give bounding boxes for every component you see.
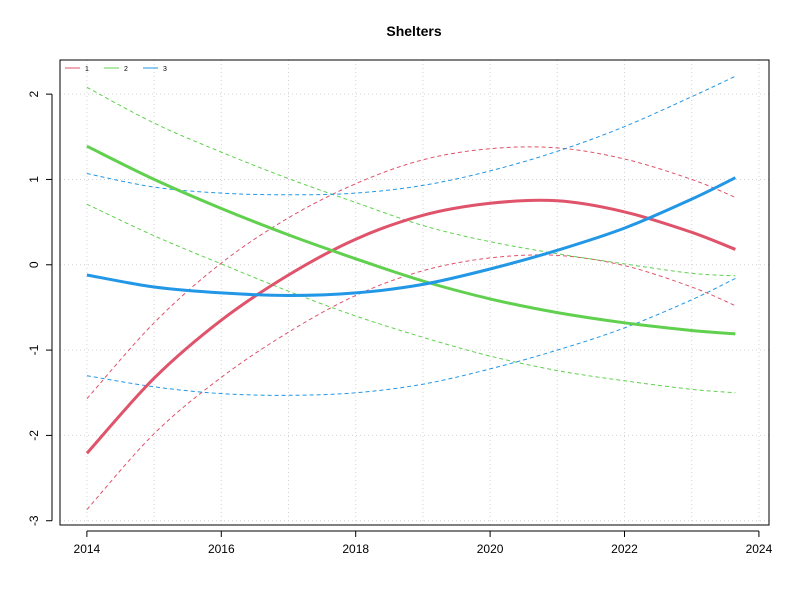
legend-label-1: 1 bbox=[85, 66, 89, 73]
chart-title: Shelters bbox=[386, 23, 441, 39]
series-2-lower-band bbox=[86, 203, 736, 394]
x-tick-label: 2022 bbox=[611, 542, 638, 556]
legend-label-3: 3 bbox=[163, 66, 167, 73]
legend-label-2: 2 bbox=[124, 66, 128, 73]
series-1-line bbox=[85, 198, 736, 455]
series-2-line bbox=[86, 144, 736, 336]
series-1-lower-band bbox=[86, 254, 736, 510]
y-tick-label: -3 bbox=[27, 515, 41, 526]
x-tick-label: 2024 bbox=[746, 542, 773, 556]
series-3-line bbox=[86, 176, 737, 298]
y-tick-label: 2 bbox=[27, 90, 41, 97]
series-3-upper-band bbox=[86, 75, 736, 196]
grid bbox=[60, 60, 769, 525]
x-tick-label: 2014 bbox=[74, 542, 101, 556]
y-tick-label: 1 bbox=[27, 176, 41, 183]
y-tick-label: -1 bbox=[27, 344, 41, 355]
series-2-upper-band bbox=[86, 86, 736, 277]
series-1-upper-band bbox=[86, 146, 736, 400]
series-layer bbox=[85, 75, 737, 510]
legend: 1 2 3 bbox=[65, 66, 167, 73]
y-tick-label: 0 bbox=[27, 261, 41, 268]
plot-frame bbox=[59, 59, 770, 526]
x-tick-label: 2018 bbox=[342, 542, 369, 556]
x-tick-label: 2016 bbox=[208, 542, 235, 556]
x-tick-label: 2020 bbox=[477, 542, 504, 556]
series-3-lower-band bbox=[86, 277, 736, 396]
axes: 2014 2016 2018 2020 2022 2024 -3 -2 -1 0 1 2 bbox=[27, 90, 773, 556]
y-tick-label: -2 bbox=[27, 430, 41, 441]
